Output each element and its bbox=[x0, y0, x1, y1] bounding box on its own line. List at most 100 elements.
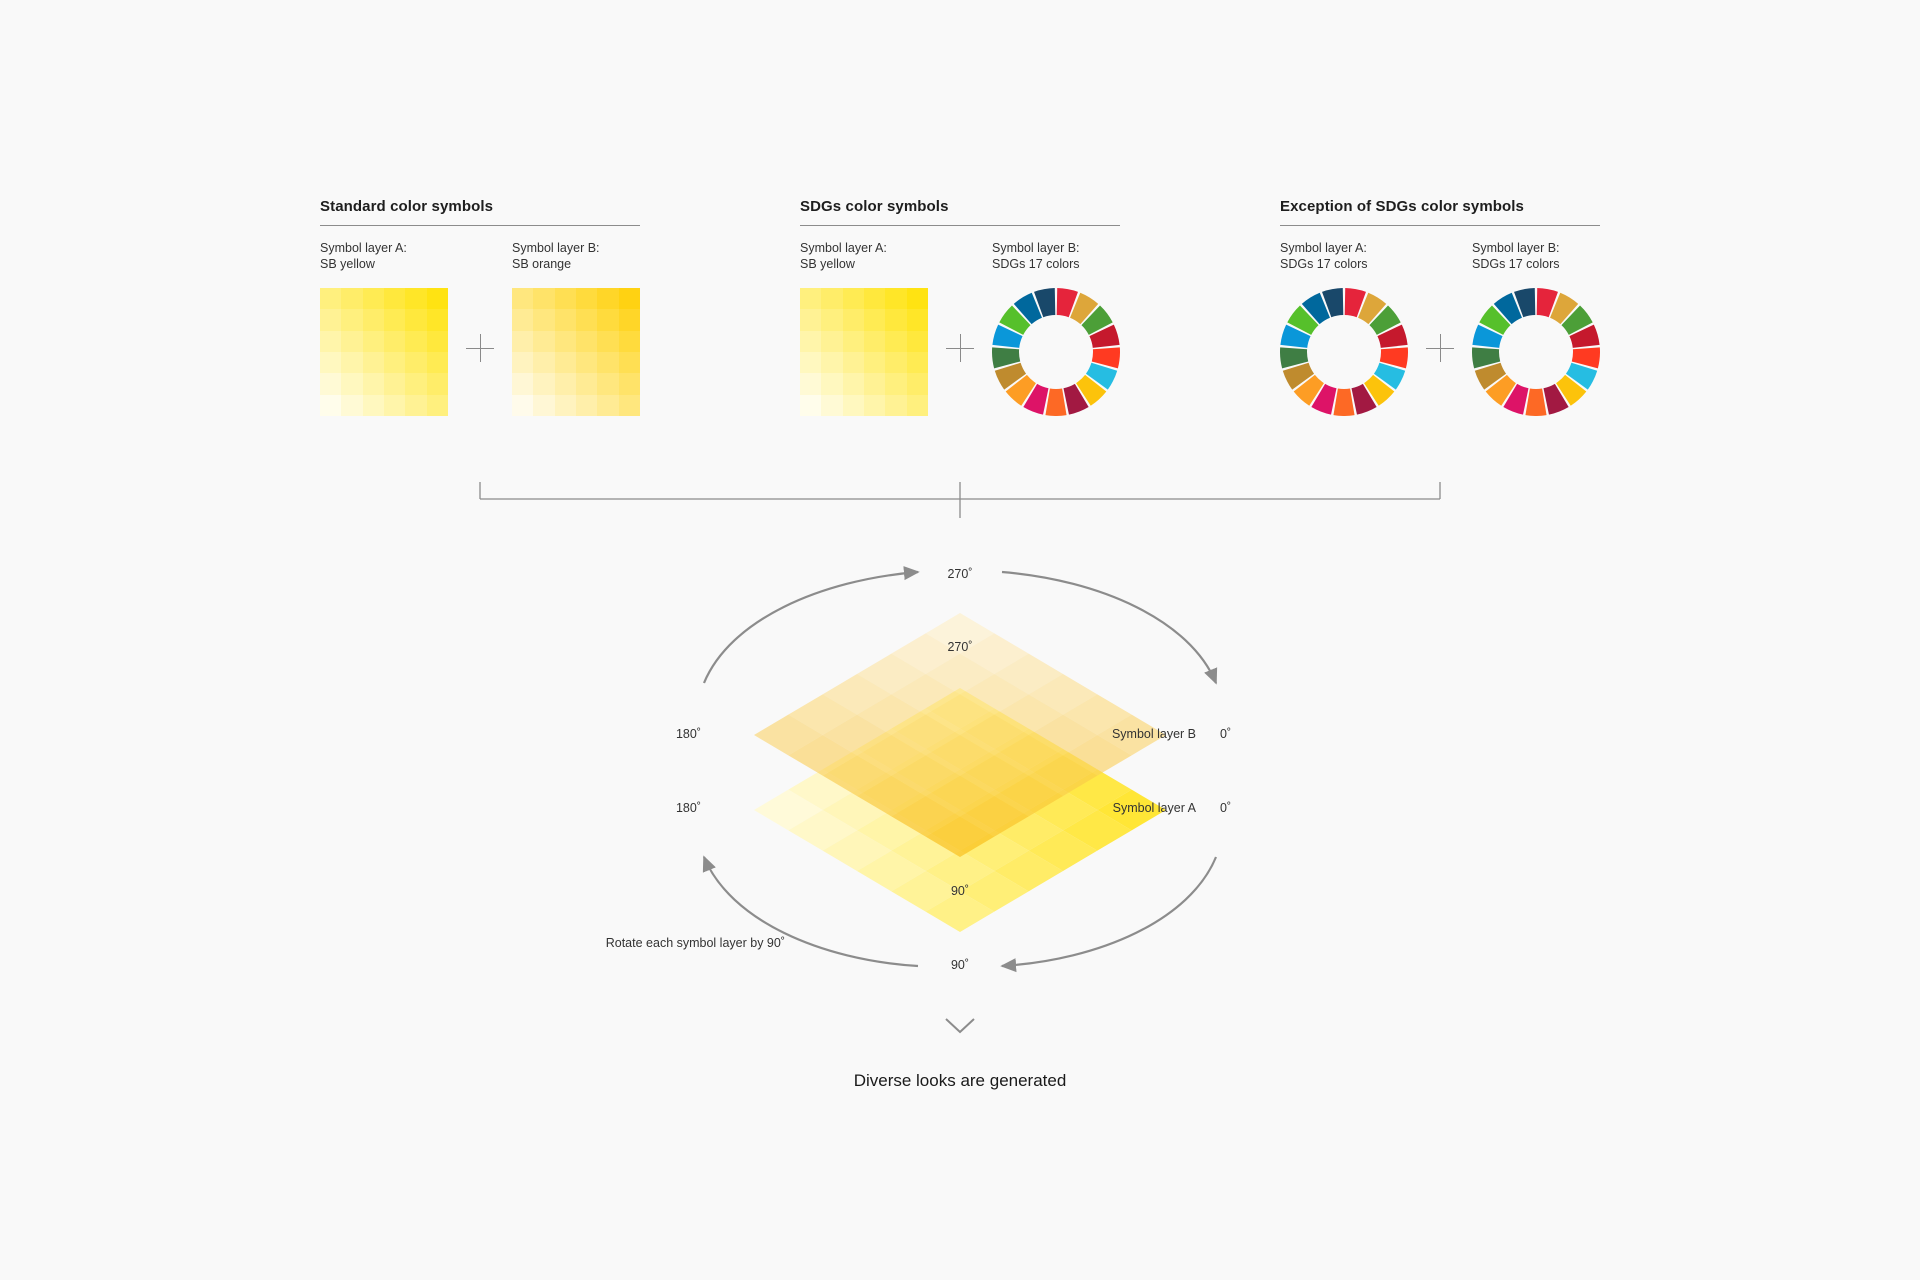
swatch-cell bbox=[320, 309, 342, 331]
swatch-cell bbox=[341, 288, 363, 310]
swatch-cell bbox=[512, 288, 534, 310]
sdg-wheel-segment bbox=[1070, 292, 1099, 325]
section-title: SDGs color symbols bbox=[800, 198, 949, 215]
section-standard: Standard color symbols Symbol layer A: SB… bbox=[320, 198, 640, 416]
swatch-cell bbox=[533, 352, 555, 374]
swatch-cell bbox=[341, 309, 363, 331]
sdg-wheel-segment bbox=[1351, 383, 1377, 415]
layer-cell bbox=[925, 613, 995, 654]
swatch-cell bbox=[597, 373, 619, 395]
layer-cell bbox=[1063, 735, 1132, 776]
layer-b-label: Symbol layer B: SDGs 17 colors bbox=[1472, 241, 1560, 271]
layer-cell bbox=[925, 694, 995, 735]
swatch-cell bbox=[362, 309, 384, 331]
layer-cell bbox=[925, 775, 995, 817]
swatch-cell bbox=[597, 330, 619, 352]
layer-cell bbox=[891, 674, 960, 715]
sdg-wheel-segment bbox=[1013, 292, 1042, 325]
swatch-cell bbox=[821, 373, 843, 395]
layer-cell bbox=[1063, 810, 1132, 851]
sdg-wheel-segment bbox=[1571, 347, 1600, 369]
arrow-bottom-left bbox=[702, 855, 919, 968]
layer-cell bbox=[788, 694, 857, 735]
swatch-cell bbox=[618, 373, 640, 395]
sdg-wheel-segment bbox=[1287, 305, 1319, 335]
layer-cell bbox=[891, 755, 960, 796]
swatch-cell bbox=[821, 352, 843, 374]
layer-cell bbox=[925, 850, 995, 892]
swatch-cell bbox=[362, 352, 384, 374]
sdg-wheel-segment bbox=[1493, 292, 1522, 325]
layer-cell bbox=[1028, 674, 1098, 715]
section-title: Exception of SDGs color symbols bbox=[1280, 198, 1524, 215]
swatch-cell bbox=[554, 330, 576, 352]
sdg-wheel-segment bbox=[1561, 305, 1593, 335]
layer-cell bbox=[754, 714, 823, 756]
layer-b-label: Symbol layer B: SB orange bbox=[512, 241, 600, 271]
swatch-cell bbox=[533, 394, 555, 416]
swatch-cell bbox=[426, 288, 448, 310]
swatch-cell bbox=[842, 352, 864, 374]
sdg-wheel-segment bbox=[1344, 288, 1366, 318]
section-divider bbox=[1280, 225, 1600, 226]
swatch-cell bbox=[800, 309, 822, 331]
sdg-wheel-segment bbox=[1023, 383, 1049, 415]
swatch-cell bbox=[554, 309, 576, 331]
sdg-wheel-segment bbox=[1076, 374, 1107, 406]
swatch-cell bbox=[618, 352, 640, 374]
swatch-cell bbox=[906, 309, 928, 331]
layer-cell bbox=[822, 714, 892, 756]
sdg-wheel-segment bbox=[1280, 347, 1309, 369]
sdg-color-wheel bbox=[992, 288, 1120, 416]
sdg-wheel-segment bbox=[1377, 324, 1408, 348]
swatch-cell bbox=[864, 309, 886, 331]
sdg-wheel-segment bbox=[1474, 362, 1507, 390]
sdg-wheel-segment bbox=[1525, 388, 1547, 416]
swatch-cell bbox=[597, 288, 619, 310]
rotation-diagram: 270˚ 270˚ 90˚ 90˚ 180˚ 180˚ Symbol layer… bbox=[606, 566, 1231, 973]
sdg-wheel-segment bbox=[1565, 362, 1598, 390]
sdg-wheel-segment bbox=[1282, 362, 1315, 390]
layer-cell bbox=[1063, 694, 1132, 735]
sdg-wheel-segment bbox=[992, 347, 1021, 369]
swatch-cell bbox=[512, 309, 534, 331]
swatch-cell bbox=[842, 309, 864, 331]
layer-cell bbox=[788, 769, 857, 810]
swatch-cell bbox=[426, 330, 448, 352]
swatch-cell bbox=[533, 330, 555, 352]
swatch-cell bbox=[864, 330, 886, 352]
arrow-top-left bbox=[702, 566, 920, 684]
sdg-wheel-segment bbox=[1045, 388, 1067, 416]
arrow-top-right bbox=[1001, 570, 1218, 685]
sdg-wheel-segment bbox=[1503, 383, 1529, 415]
swatch-cell bbox=[821, 330, 843, 352]
result-label: Diverse looks are generated bbox=[853, 1071, 1067, 1090]
plus-icon bbox=[946, 334, 974, 362]
sdg-wheel-segment bbox=[1056, 288, 1078, 318]
angle-label-left-b: 180˚ bbox=[676, 727, 701, 741]
layer-a-tag: Symbol layer A bbox=[1113, 801, 1197, 815]
sdg-color-wheel bbox=[1280, 288, 1408, 416]
layer-cell bbox=[857, 735, 926, 776]
swatch-cell bbox=[362, 394, 384, 416]
swatch-cell bbox=[533, 309, 555, 331]
swatch-cell bbox=[341, 373, 363, 395]
section-sdgs: SDGs color symbols Symbol layer A: SB yel… bbox=[800, 198, 1120, 416]
sdg-wheel-segment bbox=[1373, 362, 1406, 390]
sdg-wheel-segment bbox=[999, 305, 1031, 335]
sdg-wheel-segment bbox=[1379, 347, 1408, 369]
arrow-bottom-right bbox=[1000, 856, 1218, 973]
swatch-cell bbox=[576, 373, 598, 395]
swatch-cell bbox=[426, 394, 448, 416]
section-divider bbox=[320, 225, 640, 226]
swatch-cell bbox=[341, 352, 363, 374]
swatch-cell bbox=[362, 373, 384, 395]
rotate-note: Rotate each symbol layer by 90˚ bbox=[606, 936, 785, 950]
sdg-wheel-segment bbox=[1550, 292, 1579, 325]
swatch-cell bbox=[906, 373, 928, 395]
swatch-cell bbox=[384, 309, 406, 331]
sdg-wheel-segment bbox=[1293, 374, 1324, 406]
swatch-cell bbox=[405, 394, 427, 416]
sdg-wheel-segment bbox=[1369, 305, 1401, 335]
swatch-cell bbox=[405, 373, 427, 395]
